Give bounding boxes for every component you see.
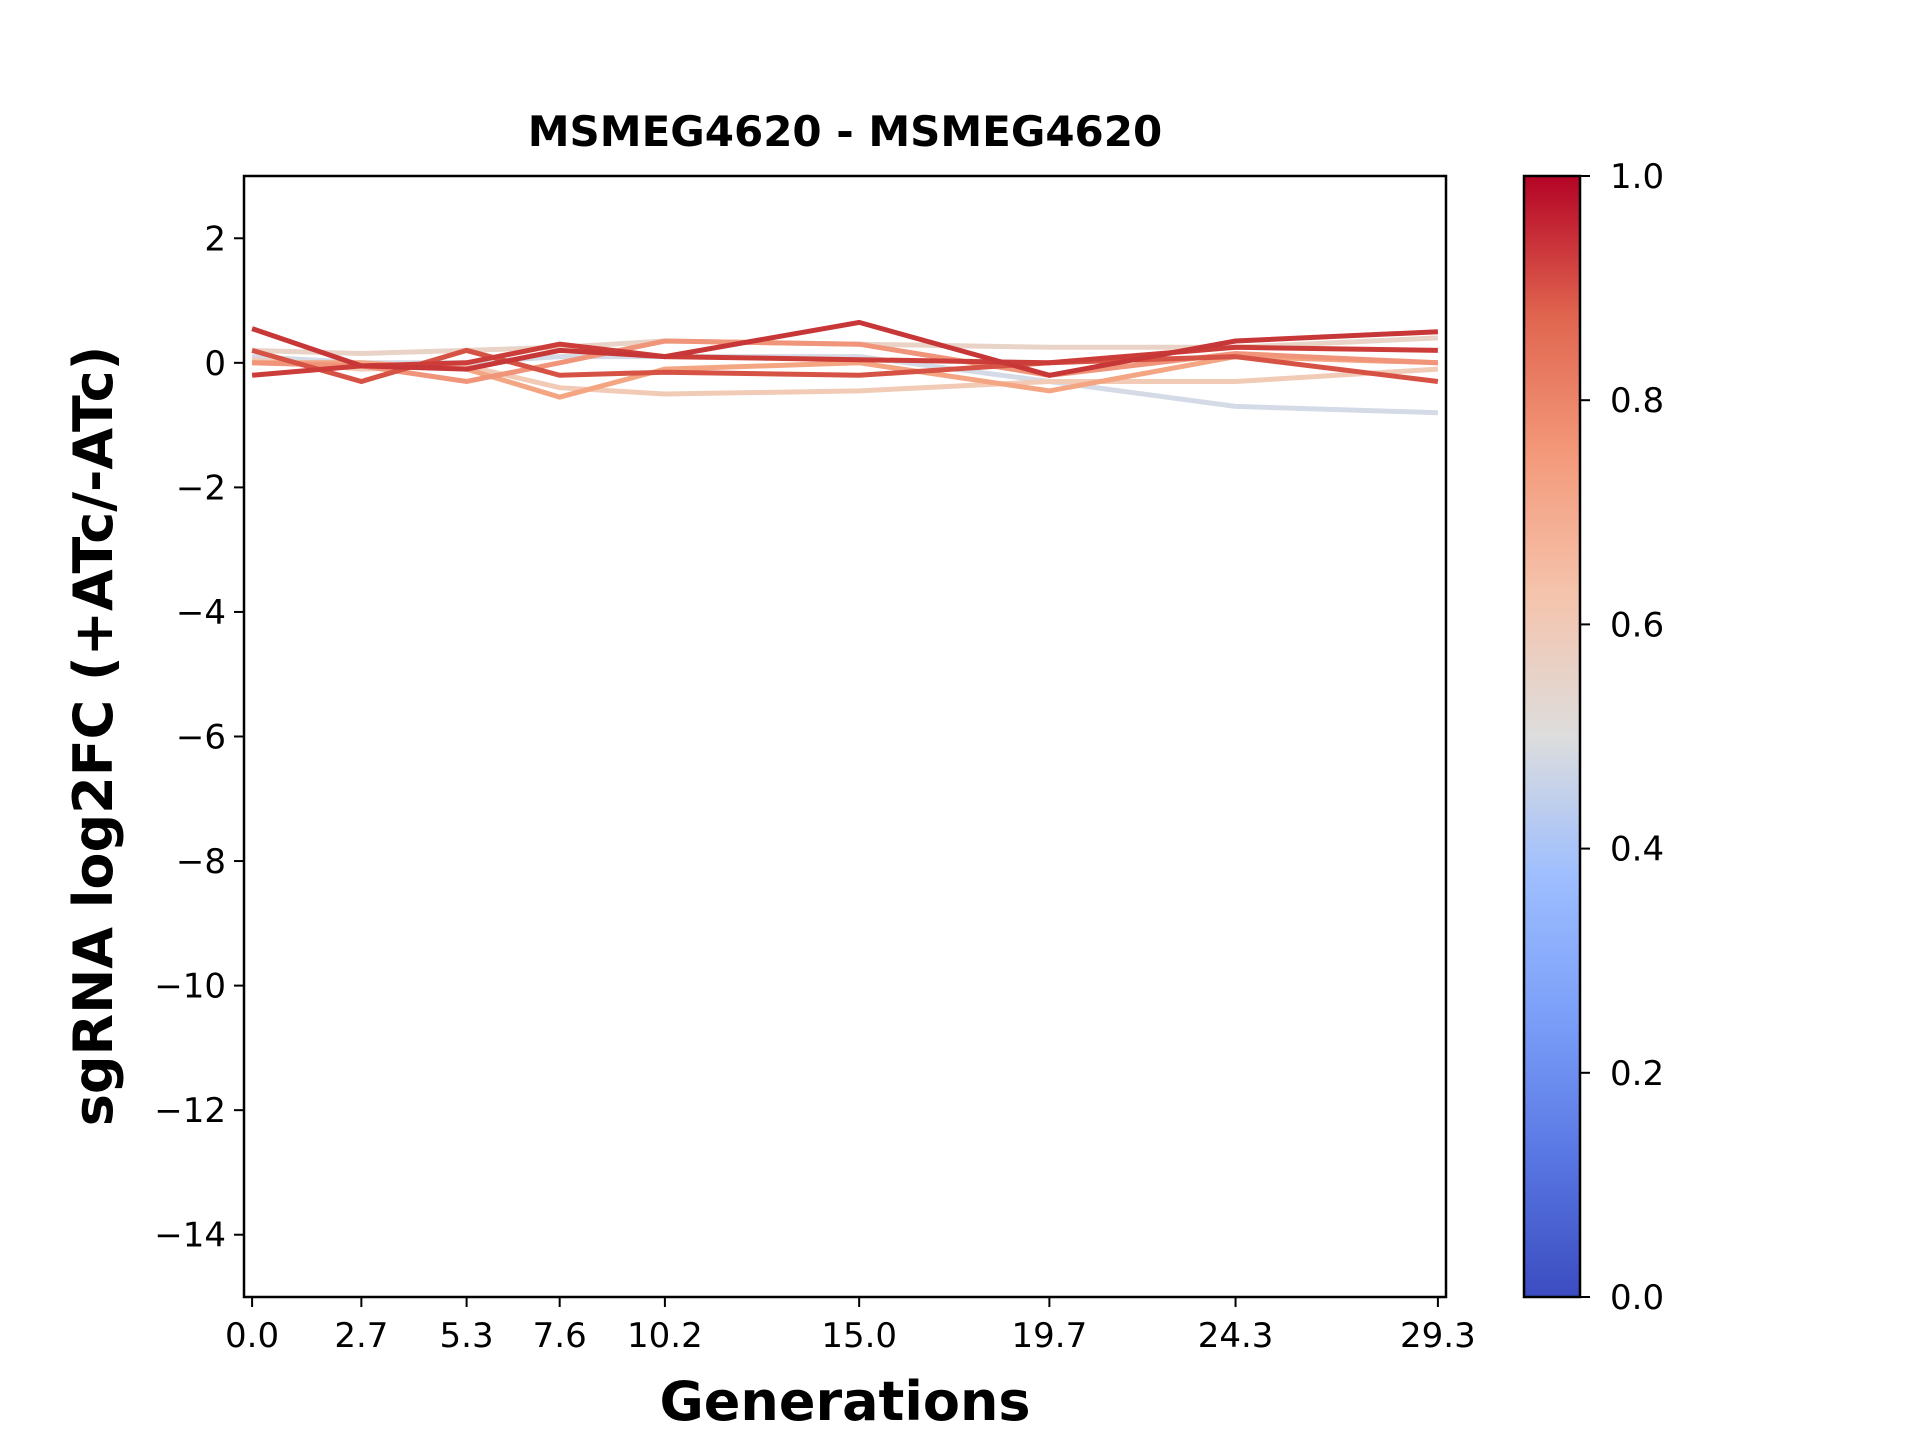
colorbar-tick-label: 0.0 <box>1610 1278 1664 1318</box>
y-axis-label: sgRNA log2FC (+ATc/-ATc) <box>62 346 125 1127</box>
x-tick-label: 19.7 <box>1012 1316 1088 1356</box>
colorbar <box>1522 174 1582 1299</box>
y-tick-label: −10 <box>154 967 226 1007</box>
y-tick-label: −4 <box>176 593 226 633</box>
x-tick-label: 29.3 <box>1400 1316 1476 1356</box>
y-tick-label: 2 <box>204 219 226 259</box>
series-lines <box>251 319 1439 416</box>
y-tick-label: −14 <box>154 1216 226 1256</box>
y-tick-label: −8 <box>176 842 226 882</box>
y-tick-label: −12 <box>154 1091 226 1131</box>
colorbar-tick-label: 0.8 <box>1610 381 1664 421</box>
x-axis-label: Generations <box>659 1370 1030 1433</box>
x-tick-label: 5.3 <box>440 1316 494 1356</box>
x-axis: 0.0 2.7 5.3 7.6 10.2 15.0 19.7 24.3 29.3 <box>225 1297 1476 1356</box>
x-tick-label: 10.2 <box>627 1316 703 1356</box>
x-tick-label: 2.7 <box>334 1316 388 1356</box>
y-tick-label: −6 <box>176 718 226 758</box>
y-axis: 2 0 −2 −4 −6 −8 −10 −12 −14 <box>154 219 244 1256</box>
chart-title: MSMEG4620 - MSMEG4620 <box>528 107 1162 156</box>
y-tick-label: 0 <box>204 344 226 384</box>
x-tick-label: 0.0 <box>225 1316 279 1356</box>
y-tick-label: −2 <box>176 468 226 508</box>
colorbar-ticks: 0.0 0.2 0.4 0.6 0.8 1.0 <box>1580 157 1664 1318</box>
colorbar-tick-label: 0.6 <box>1610 605 1664 645</box>
x-tick-label: 15.0 <box>821 1316 897 1356</box>
colorbar-tick-label: 1.0 <box>1610 157 1664 197</box>
series-line-7 <box>251 319 1439 378</box>
colorbar-tick-label: 0.4 <box>1610 830 1664 870</box>
series-line-5 <box>251 347 1439 385</box>
x-tick-label: 7.6 <box>533 1316 587 1356</box>
x-tick-label: 24.3 <box>1198 1316 1274 1356</box>
colorbar-tick-label: 0.2 <box>1610 1054 1664 1094</box>
